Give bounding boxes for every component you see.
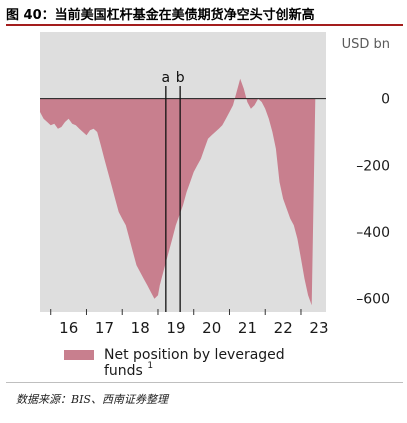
figure-source: 数据来源：BIS、西南证券整理: [16, 393, 168, 406]
x-tick-label: 19: [166, 319, 185, 337]
legend-swatch: [64, 350, 94, 360]
figure-title-bar: 图 40：当前美国杠杆基金在美债期货净空头寸创新高: [6, 2, 403, 26]
figure-title: 图 40：当前美国杠杆基金在美债期货净空头寸创新高: [6, 7, 315, 23]
x-tick-label: 22: [274, 319, 293, 337]
legend: Net position by leveraged funds 1: [64, 347, 289, 379]
x-tick-label: 16: [59, 319, 78, 337]
y-tick-label: –600: [356, 292, 390, 308]
y-tick-label: –400: [356, 225, 390, 241]
net-position-area: [40, 78, 316, 306]
legend-superscript: 1: [147, 361, 153, 371]
x-tick-label: 18: [131, 319, 150, 337]
legend-label-line2: funds: [104, 363, 143, 379]
marker-label-a: a: [162, 70, 171, 86]
x-tick-label: 21: [238, 319, 257, 337]
x-tick-label: 20: [202, 319, 221, 337]
source-divider: [6, 382, 403, 383]
legend-label: Net position by leveraged funds 1: [104, 347, 289, 379]
y-tick-label: –200: [356, 158, 390, 174]
y-tick-label: 0: [381, 92, 390, 108]
legend-label-line1: Net position by leveraged: [104, 347, 285, 363]
x-tick-labels: 16 17 18 19 20 21 22 23: [50, 309, 329, 337]
y-tick-labels: 0 –200 –400 –600: [356, 92, 390, 308]
y-unit-label: USD bn: [342, 37, 390, 52]
marker-label-b: b: [176, 70, 185, 86]
x-tick-label: 17: [95, 319, 114, 337]
x-tick-label: 23: [309, 319, 328, 337]
